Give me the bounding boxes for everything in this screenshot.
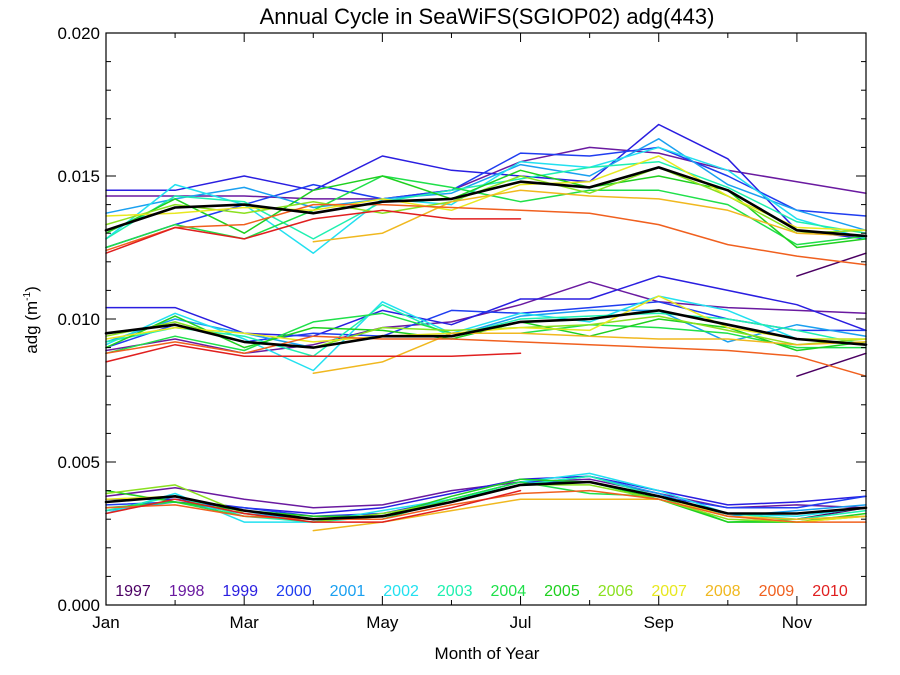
y-tick-label: 0.005 [57,453,100,472]
x-tick-label: Sep [644,613,674,632]
series-line-2009-upper [105,203,867,266]
y-axis-label: adg (m-1) [22,286,41,354]
legend-entry-2008: 2008 [705,583,741,600]
series-line-1997-middle [796,352,867,377]
series-line-mean-middle [104,309,868,349]
y-tick-label: 0.020 [57,24,100,43]
series-line-2008-lower [312,498,867,532]
series-line-2010-middle [105,343,522,363]
series-line-2007-upper [105,155,867,232]
legend-entry-1998: 1998 [169,583,205,600]
x-axis-ticks: Jan Mar May Jul Sep Nov [92,33,867,632]
series-line-2005-upper [105,169,867,249]
series-line-2001-middle [105,309,867,349]
legend-entry-2000: 2000 [276,583,312,600]
series-line-2010-lower [105,489,522,523]
legend-entry-2009: 2009 [759,583,795,600]
plot-frame [105,32,867,606]
series-line-2009-middle [105,335,867,377]
y-tick-label: 0.015 [57,167,100,186]
series-line-2001-upper [105,138,867,232]
x-tick-label: Jul [510,613,532,632]
legend-entry-2010: 2010 [812,583,848,600]
plot-lines [104,123,868,532]
series-line-2006-upper [105,166,867,234]
series-line-2007-middle [105,295,867,343]
series-line-1997-upper [796,252,867,277]
legend-entry-2002: 2002 [383,583,419,600]
y-tick-label: 0.000 [57,596,100,615]
series-line-1998-upper [105,146,867,200]
legend-entry-2001: 2001 [330,583,366,600]
legend-entry-2003: 2003 [437,583,473,600]
x-tick-label: Jan [92,613,119,632]
y-axis-ticks: 0.000 0.005 0.010 0.015 0.020 [57,24,866,615]
y-axis-label-sup: -1 [22,291,33,300]
series-line-2003-middle [105,303,867,357]
x-tick-label: Mar [230,613,260,632]
legend-entry-1997: 1997 [115,583,151,600]
chart-title: Annual Cycle in SeaWiFS(SGIOP02) adg(443… [260,4,715,29]
series-line-2010-upper [105,209,522,254]
series-line-mean-upper [104,166,868,238]
series-line-mean-lower [104,480,868,521]
series-line-2008-middle [312,332,867,375]
legend-entry-2005: 2005 [544,583,580,600]
legend-entry-2007: 2007 [651,583,687,600]
x-tick-label: Nov [782,613,813,632]
series-line-1998-middle [105,281,867,355]
series-line-1999-upper [105,123,867,240]
x-tick-label: May [366,613,399,632]
y-axis-label-end: ) [22,286,41,292]
x-axis-label: Month of Year [435,644,540,663]
y-tick-label: 0.010 [57,310,100,329]
legend-entry-2004: 2004 [491,583,527,600]
series-line-2008-upper [312,189,867,243]
y-axis-label-main: adg (m [22,301,41,354]
legend-entry-1999: 1999 [222,583,258,600]
legend: 1997 1998 1999 2000 2001 2002 2003 2004 2005 2006… [115,583,848,600]
legend-entry-2006: 2006 [598,583,634,600]
